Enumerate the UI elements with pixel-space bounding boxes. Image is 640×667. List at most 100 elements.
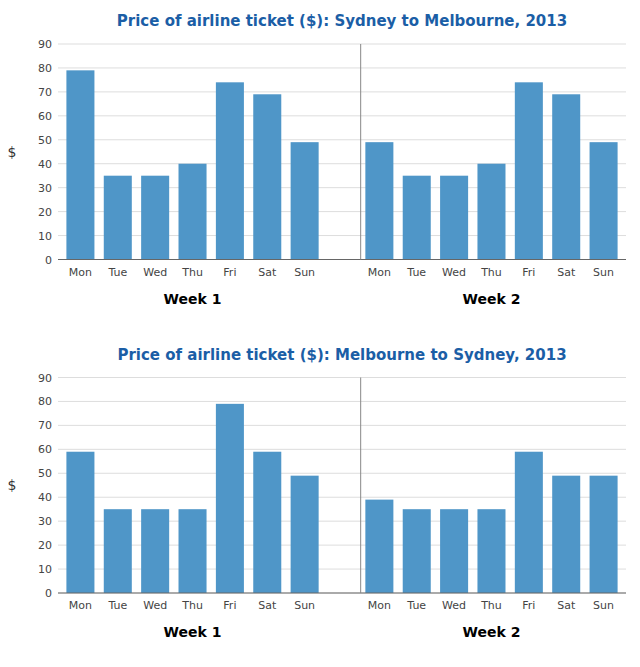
y-tick-label: 40 xyxy=(38,158,52,171)
bar xyxy=(141,509,169,593)
y-tick-label: 70 xyxy=(38,419,52,432)
y-tick-label: 10 xyxy=(38,563,52,576)
bar xyxy=(216,82,244,259)
x-axis-line xyxy=(58,593,626,594)
bar xyxy=(253,94,281,259)
y-tick-label: 40 xyxy=(38,491,52,504)
bar xyxy=(104,509,132,593)
x-tick-label: Sun xyxy=(593,599,614,612)
group-divider xyxy=(360,378,361,594)
y-tick-label: 50 xyxy=(38,467,52,480)
x-tick-label: Wed xyxy=(442,266,466,279)
bar xyxy=(440,176,468,260)
bar xyxy=(291,142,319,259)
bar xyxy=(216,404,244,593)
y-tick-label: 60 xyxy=(38,443,52,456)
y-tick-label: 90 xyxy=(38,372,52,385)
chart-panel: Price of airline ticket ($): Sydney to M… xyxy=(8,12,626,307)
bar xyxy=(477,164,505,260)
bar xyxy=(104,176,132,260)
x-tick-label: Mon xyxy=(368,599,391,612)
grid-line xyxy=(58,425,626,426)
chart-panel: Price of airline ticket ($): Melbourne t… xyxy=(8,346,626,641)
x-tick-label: Tue xyxy=(107,266,127,279)
bar xyxy=(141,176,169,260)
y-tick-label: 0 xyxy=(45,254,52,267)
bar xyxy=(365,142,393,259)
bar xyxy=(66,452,94,593)
bar xyxy=(403,509,431,593)
bar xyxy=(515,82,543,259)
bars xyxy=(66,404,617,593)
y-tick-label: 10 xyxy=(38,230,52,243)
bars xyxy=(66,70,617,259)
bar xyxy=(253,452,281,593)
bar xyxy=(590,142,618,259)
y-tick-label: 50 xyxy=(38,134,52,147)
x-tick-label: Mon xyxy=(368,266,391,279)
bar xyxy=(365,500,393,593)
x-tick-label: Sun xyxy=(593,266,614,279)
bar xyxy=(179,509,207,593)
bar xyxy=(590,476,618,593)
grid-line xyxy=(58,593,626,594)
y-tick-label: 80 xyxy=(38,395,52,408)
bar xyxy=(552,476,580,593)
bar xyxy=(66,70,94,259)
grid-line xyxy=(58,401,626,402)
x-tick-label: Sat xyxy=(557,266,576,279)
bar xyxy=(440,509,468,593)
y-tick-label: 20 xyxy=(38,539,52,552)
grid-line xyxy=(58,44,626,45)
x-tick-label: Mon xyxy=(69,599,92,612)
x-tick-label: Fri xyxy=(223,266,236,279)
bar xyxy=(291,476,319,593)
grid-line xyxy=(58,449,626,450)
group-label: Week 1 xyxy=(164,291,222,307)
bar xyxy=(179,164,207,260)
y-tick-label: 20 xyxy=(38,206,52,219)
y-tick-label: 30 xyxy=(38,182,52,195)
x-axis-line xyxy=(58,259,626,260)
x-tick-label: Fri xyxy=(522,266,535,279)
x-tick-label: Sun xyxy=(294,599,315,612)
group-label: Week 2 xyxy=(463,624,521,640)
bar xyxy=(515,452,543,593)
x-tick-label: Wed xyxy=(143,599,167,612)
chart-title: Price of airline ticket ($): Sydney to M… xyxy=(117,12,567,30)
y-tick-label: 30 xyxy=(38,515,52,528)
y-tick-label: 70 xyxy=(38,86,52,99)
group-label: Week 2 xyxy=(463,291,521,307)
bar xyxy=(403,176,431,260)
x-tick-label: Tue xyxy=(406,599,426,612)
grid-line xyxy=(58,377,626,378)
x-tick-label: Thu xyxy=(181,599,203,612)
bar xyxy=(552,94,580,259)
x-tick-label: Sun xyxy=(294,266,315,279)
x-tick-label: Thu xyxy=(480,599,502,612)
y-tick-label: 0 xyxy=(45,587,52,600)
x-tick-label: Tue xyxy=(107,599,127,612)
grid-line xyxy=(58,67,626,68)
x-tick-label: Wed xyxy=(143,266,167,279)
x-tick-label: Thu xyxy=(181,266,203,279)
x-tick-label: Fri xyxy=(522,599,535,612)
x-tick-label: Sat xyxy=(258,266,277,279)
y-tick-label: 60 xyxy=(38,110,52,123)
y-tick-label: 80 xyxy=(38,62,52,75)
x-tick-label: Mon xyxy=(69,266,92,279)
group-divider xyxy=(360,44,361,260)
x-tick-label: Sat xyxy=(557,599,576,612)
x-tick-label: Fri xyxy=(223,599,236,612)
y-axis-label: $ xyxy=(8,144,17,160)
chart-title: Price of airline ticket ($): Melbourne t… xyxy=(117,346,566,364)
y-tick-label: 90 xyxy=(38,38,52,51)
grid-line xyxy=(58,259,626,260)
bar xyxy=(477,509,505,593)
y-axis-label: $ xyxy=(8,477,17,493)
x-tick-label: Sat xyxy=(258,599,277,612)
chart-figure: Price of airline ticket ($): Sydney to M… xyxy=(0,0,640,667)
x-tick-label: Tue xyxy=(406,266,426,279)
group-label: Week 1 xyxy=(164,624,222,640)
x-tick-label: Thu xyxy=(480,266,502,279)
